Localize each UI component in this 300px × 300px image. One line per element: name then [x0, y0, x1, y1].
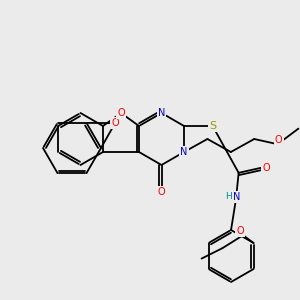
Text: O: O	[158, 188, 165, 197]
Text: O: O	[236, 226, 244, 236]
Text: N: N	[158, 108, 165, 118]
Text: S: S	[209, 121, 216, 131]
Text: O: O	[262, 163, 270, 172]
Text: N: N	[233, 192, 241, 202]
Text: N: N	[180, 147, 188, 157]
Text: O: O	[111, 118, 119, 128]
Text: O: O	[117, 108, 125, 118]
Text: O: O	[275, 135, 282, 145]
Text: H: H	[225, 192, 231, 201]
